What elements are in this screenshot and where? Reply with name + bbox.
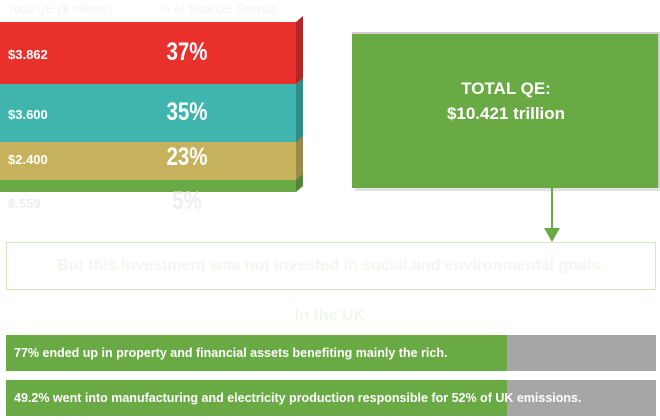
- header-share: % of Total QE Spends: [160, 2, 278, 16]
- segment-share-label: 5%: [172, 187, 202, 215]
- segment-bar-1: [0, 84, 296, 148]
- banner-text: But this investment was not invested in …: [57, 257, 605, 274]
- total-qe-label: TOTAL QE:: [461, 79, 551, 98]
- segment-side-2: [296, 136, 303, 186]
- segment-value-label: $2.400: [8, 152, 48, 167]
- fact-bar-fill: [6, 380, 507, 416]
- segment-share-label: 35%: [166, 98, 208, 126]
- stacked-bar-chart: [0, 16, 303, 192]
- investment-banner: But this investment was not invested in …: [6, 242, 656, 290]
- segment-share-label: 37%: [166, 38, 208, 66]
- fact-bar-emissions: 49.2% went into manufacturing and electr…: [6, 380, 656, 416]
- fact-text-emissions: 49.2% went into manufacturing and electr…: [14, 391, 582, 405]
- segment-value-label: $3.862: [8, 47, 48, 62]
- segment-bar-0: [0, 22, 296, 90]
- segment-side-3: [296, 174, 303, 192]
- fact-bar-fill: [6, 335, 507, 371]
- segment-bar-3: [0, 180, 296, 192]
- segment-value-label: $3.600: [8, 107, 48, 122]
- fact-bar-property: 77% ended up in property and financial a…: [6, 335, 656, 371]
- segment-share-label: 23%: [166, 143, 208, 171]
- header-total-qe: Total QE ($ trillions): [8, 2, 113, 16]
- uk-subheading: In the UK: [294, 307, 366, 324]
- fact-text-property: 77% ended up in property and financial a…: [14, 346, 448, 360]
- total-qe-value: $10.421 trillion: [446, 104, 566, 123]
- total-qe-box: TOTAL QE: $10.421 trillion: [352, 32, 660, 188]
- segment-side-1: [296, 78, 303, 148]
- segment-value-label: $.559: [8, 196, 41, 211]
- segment-bar-2: [0, 142, 296, 186]
- down-arrow-icon: [544, 188, 560, 242]
- segment-side-0: [296, 16, 303, 90]
